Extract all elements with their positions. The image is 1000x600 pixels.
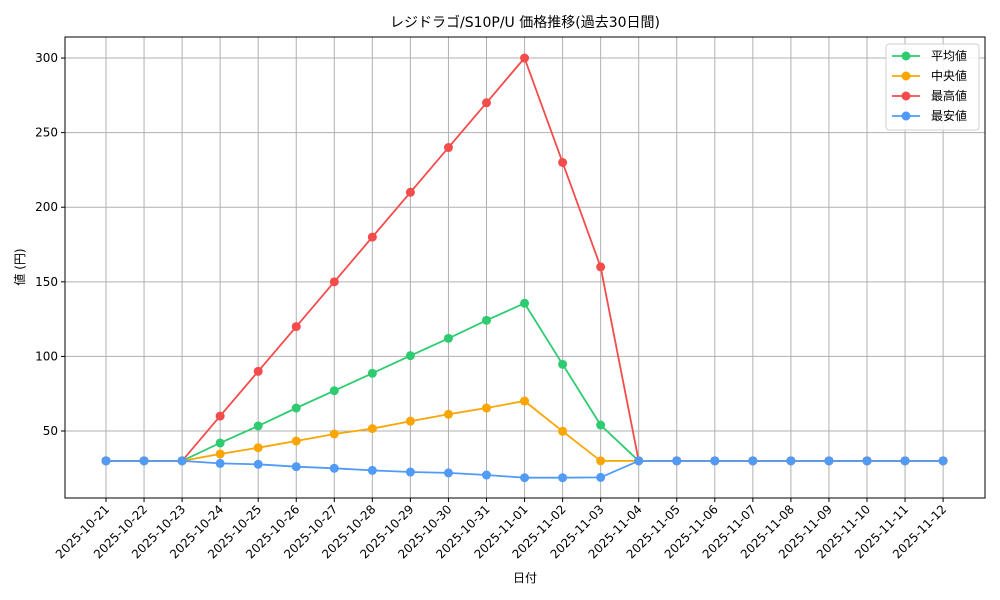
y-tick-label: 250	[35, 126, 58, 140]
data-point	[291, 322, 301, 332]
y-tick-label: 100	[35, 349, 58, 363]
data-point	[329, 463, 339, 473]
data-point	[596, 262, 606, 272]
data-point	[520, 298, 530, 308]
data-point	[177, 456, 187, 466]
legend-item: 最高値	[892, 88, 967, 103]
data-point	[139, 456, 149, 466]
grid-lines	[65, 37, 985, 498]
legend-box	[885, 43, 980, 131]
data-point	[291, 403, 301, 413]
legend-label: 最安値	[931, 108, 967, 123]
data-point	[900, 456, 910, 466]
data-point	[482, 470, 491, 480]
data-point	[253, 443, 263, 453]
data-point	[748, 456, 758, 466]
data-point	[482, 98, 491, 108]
data-point	[710, 456, 720, 466]
data-point	[596, 472, 606, 482]
data-point	[558, 426, 568, 436]
data-point	[405, 467, 415, 477]
legend-marker-icon	[901, 71, 911, 81]
y-axis-ticks: 50 100 150 200 250 300	[35, 51, 65, 438]
data-point	[558, 359, 568, 369]
data-point	[291, 462, 301, 472]
legend-marker-icon	[901, 91, 911, 101]
data-point	[101, 456, 111, 466]
data-point	[938, 456, 948, 466]
data-point	[786, 456, 796, 466]
legend-item: 中央値	[892, 68, 967, 83]
legend-label: 平均値	[931, 48, 967, 63]
data-point	[367, 368, 377, 378]
data-point	[253, 421, 263, 431]
y-tick-label: 300	[35, 51, 58, 65]
data-point	[329, 386, 339, 396]
data-point	[672, 456, 682, 466]
legend-item: 最安値	[892, 108, 967, 123]
data-point	[215, 438, 225, 448]
data-point	[443, 333, 453, 343]
data-point	[329, 429, 339, 439]
data-point	[520, 396, 530, 406]
data-point	[329, 277, 339, 287]
data-point	[558, 473, 568, 483]
series-最安値	[101, 456, 948, 483]
data-point	[253, 366, 263, 376]
legend-marker-icon	[901, 111, 911, 121]
data-point	[215, 449, 225, 459]
data-point	[482, 315, 491, 325]
data-point	[520, 473, 530, 483]
series-layer	[101, 53, 948, 483]
legend-label: 中央値	[931, 68, 967, 83]
data-point	[482, 403, 491, 413]
data-point	[443, 468, 453, 478]
legend-label: 最高値	[931, 88, 967, 103]
data-point	[367, 424, 377, 434]
data-point	[596, 420, 606, 430]
legend-item: 平均値	[892, 48, 967, 63]
y-tick-label: 150	[35, 275, 58, 289]
legend-marker-icon	[901, 51, 911, 61]
data-point	[215, 458, 225, 468]
data-point	[634, 456, 644, 466]
data-point	[520, 53, 530, 63]
data-point	[596, 456, 606, 466]
data-point	[367, 465, 377, 475]
y-tick-label: 50	[43, 424, 58, 438]
data-point	[253, 459, 263, 469]
data-point	[824, 456, 834, 466]
data-point	[558, 157, 568, 167]
chart-title: レジドラゴ/S10P/U 価格推移(過去30日間)	[390, 14, 660, 31]
data-point	[405, 187, 415, 197]
data-point	[291, 436, 301, 446]
data-point	[443, 409, 453, 419]
data-point	[367, 232, 377, 242]
data-point	[862, 456, 872, 466]
data-point	[405, 351, 415, 361]
data-point	[405, 416, 415, 426]
x-axis-ticks: 2025-10-212025-10-222025-10-232025-10-24…	[53, 498, 949, 561]
data-point	[215, 411, 225, 421]
y-tick-label: 200	[35, 200, 58, 214]
y-axis-label: 値 (円)	[12, 248, 27, 285]
x-axis-label: 日付	[513, 571, 537, 585]
data-point	[443, 143, 453, 153]
